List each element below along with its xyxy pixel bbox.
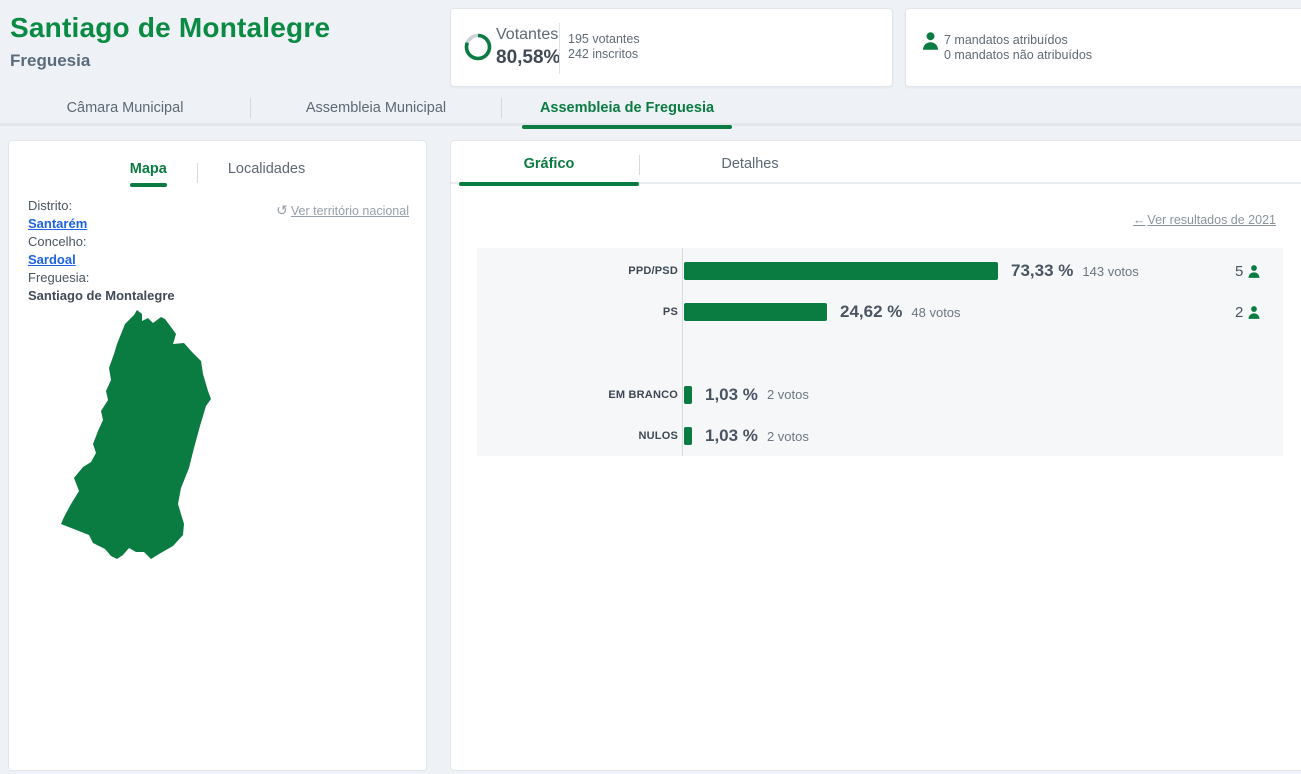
results-panel: Gráfico Detalhes ← Ver resultados de 2021 … <box>450 140 1301 771</box>
mandatos-atribuidos: 7 mandatos atribuídos <box>944 33 1068 47</box>
percent-value: 24,62 % <box>840 302 903 322</box>
votantes-donut-icon <box>464 33 492 61</box>
result-bar[interactable] <box>684 303 827 322</box>
percent-value: 1,03 % <box>705 426 758 445</box>
result-bar[interactable] <box>684 385 692 404</box>
results-panel-tabs: Gráfico Detalhes <box>451 151 1301 186</box>
active-tab-underline <box>129 183 167 187</box>
chart-axis-line <box>682 248 683 456</box>
chart-row-ppd-psd: PPD/PSD 73,33 % 143 votos 5 <box>477 261 1283 281</box>
votes-value: 2 votos <box>766 387 809 403</box>
party-label: EM BRANCO <box>608 388 678 401</box>
tab-gr-fico[interactable]: Gráfico <box>459 151 639 186</box>
undo-icon: ↺ <box>276 202 288 218</box>
votantes-label: Votantes <box>496 26 559 43</box>
page-subtitle: Freguesia <box>10 51 91 70</box>
mandatos-card: 7 mandatos atribuídos 0 mandatos não atr… <box>905 8 1301 87</box>
mandates-number: 2 <box>1235 303 1244 321</box>
mandates-number: 5 <box>1235 262 1244 280</box>
main-tab-label: Câmara Municipal <box>66 100 184 116</box>
breadcrumb-label: Distrito: <box>28 198 73 213</box>
active-tab-underline <box>459 182 639 186</box>
person-icon <box>922 32 939 50</box>
breadcrumb-value-santiago-de-montalegre: Santiago de Montalegre <box>28 288 175 303</box>
tab-detalhes[interactable]: Detalhes <box>640 151 860 184</box>
tab-divider <box>196 163 198 183</box>
results-bar-chart: PPD/PSD 73,33 % 143 votos 5 PS 24,62 % 48 voto… <box>477 248 1283 456</box>
breadcrumb-value-sardoal[interactable]: Sardoal <box>28 252 76 267</box>
header: Santiago de Montalegre Freguesia <box>10 12 330 71</box>
person-icon <box>1248 264 1260 278</box>
votes-value: 48 votos <box>911 304 961 320</box>
percent-value: 1,03 % <box>705 384 758 404</box>
chart-row-nulos: NULOS 1,03 % 2 votos <box>477 426 1283 446</box>
person-icon <box>1247 264 1261 279</box>
votes-value: 2 votos <box>766 428 809 444</box>
row-main: 24,62 % 48 votos <box>684 302 961 322</box>
results-2021-link[interactable]: ← Ver resultados de 2021 <box>1133 213 1276 227</box>
tab-label: Localidades <box>227 161 306 177</box>
territory-link[interactable]: ↺ Ver território nacional <box>276 202 409 219</box>
active-tab-underline <box>522 125 732 129</box>
party-label: PPD/PSD <box>628 265 678 277</box>
territory-link-label: Ver território nacional <box>290 204 409 218</box>
tab-label: Mapa <box>129 161 167 177</box>
tab-label: Gráfico <box>523 156 575 172</box>
map-panel: Mapa Localidades ↺ Ver território nacional… <box>8 140 427 771</box>
breadcrumb-label: Concelho: <box>28 234 87 249</box>
main-tabs: Câmara Municipal Assembleia Municipal Asse… <box>0 96 1301 129</box>
votantes-stats: 195 votantes 242 inscritos <box>568 32 640 62</box>
party-label: PS <box>662 306 678 319</box>
mandates-count: 2 <box>1235 302 1261 322</box>
votantes-percent: 80,58% <box>496 47 561 68</box>
chart-row-em-branco: EM BRANCO 1,03 % 2 votos <box>477 385 1283 405</box>
person-icon <box>1248 305 1260 319</box>
results-2021-label: Ver resultados de 2021 <box>1147 213 1276 227</box>
breadcrumb-value-santar-m[interactable]: Santarém <box>28 216 88 231</box>
row-main: 1,03 % 2 votos <box>684 426 809 446</box>
page-title: Santiago de Montalegre <box>10 12 331 43</box>
row-main: 73,33 % 143 votos <box>684 261 1139 281</box>
mandatos-lines: 7 mandatos atribuídos 0 mandatos não atr… <box>944 33 1092 63</box>
main-tab-assembleia-municipal[interactable]: Assembleia Municipal <box>251 96 501 126</box>
tab-divider <box>639 155 640 175</box>
freguesia-map[interactable] <box>46 301 221 571</box>
left-arrow-icon: ← <box>1132 213 1146 227</box>
tab-localidades[interactable]: Localidades <box>220 157 313 187</box>
breadcrumb: Distrito: Santarém Concelho: Sardoal Fregues… <box>28 197 175 305</box>
tab-mapa[interactable]: Mapa <box>122 157 175 187</box>
chart-row-ps: PS 24,62 % 48 votos 2 <box>477 302 1283 322</box>
main-tab-label: Assembleia Municipal <box>305 100 447 116</box>
result-bar[interactable] <box>684 262 998 280</box>
votes-value: 143 votos <box>1082 263 1139 279</box>
result-bar[interactable] <box>684 427 692 445</box>
votantes-card: Votantes 80,58% 195 votantes 242 inscrit… <box>450 8 893 87</box>
breadcrumb-label: Freguesia: <box>28 270 90 285</box>
mandatos-nao-atribuidos: 0 mandatos não atribuídos <box>944 48 1093 62</box>
percent-value: 73,33 % <box>1011 261 1074 280</box>
row-main: 1,03 % 2 votos <box>684 385 809 405</box>
party-label: NULOS <box>638 430 678 442</box>
main-tab-label: Assembleia de Freguesia <box>539 100 715 116</box>
votantes-count: 195 votantes <box>568 32 640 46</box>
map-panel-tabs: Mapa Localidades <box>9 157 426 187</box>
tab-divider <box>501 98 502 118</box>
tab-divider <box>250 98 251 118</box>
main-tab-c-mara-municipal[interactable]: Câmara Municipal <box>0 96 250 126</box>
tab-label: Detalhes <box>721 156 779 172</box>
card-divider <box>559 23 560 74</box>
main-tab-assembleia-de-freguesia[interactable]: Assembleia de Freguesia <box>502 96 752 129</box>
inscritos-count: 242 inscritos <box>568 47 639 61</box>
mandates-count: 5 <box>1235 261 1261 281</box>
person-icon <box>1247 305 1261 320</box>
